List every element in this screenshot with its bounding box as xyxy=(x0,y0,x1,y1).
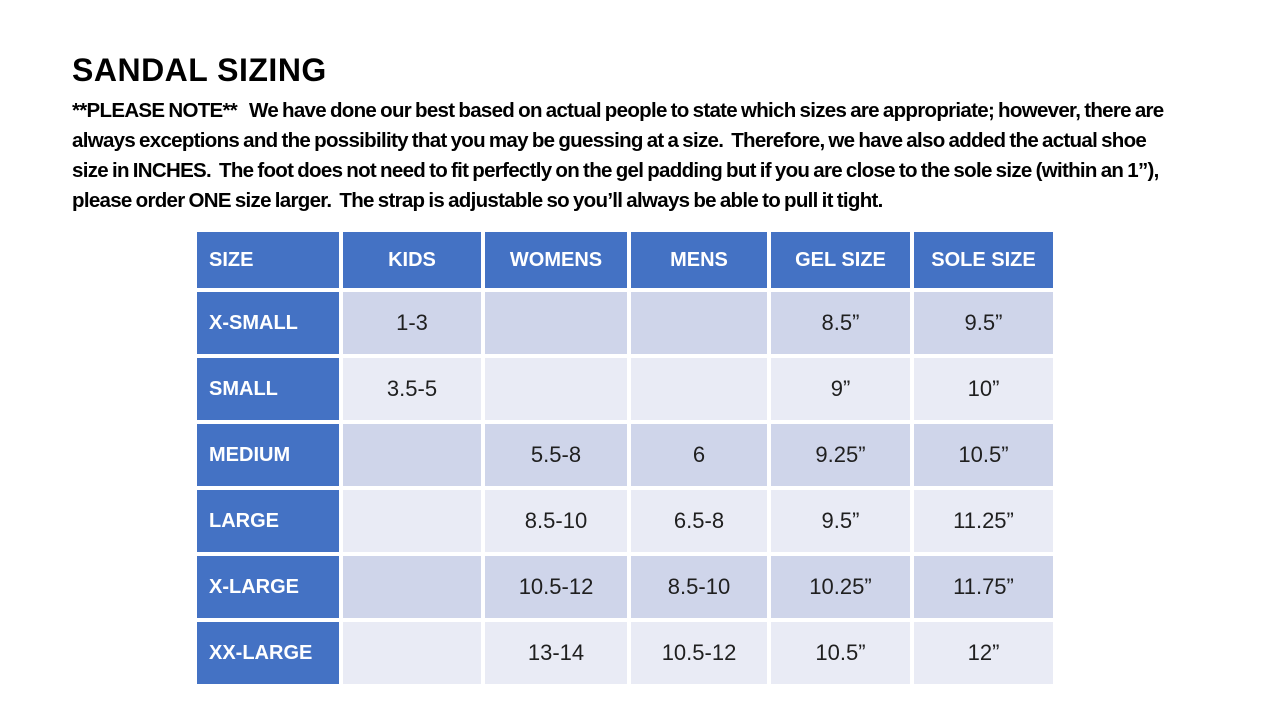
header-cell-gel-size: GEL SIZE xyxy=(771,232,910,288)
cell-kids xyxy=(343,622,481,684)
row-label: XX-LARGE xyxy=(197,622,339,684)
cell-womens xyxy=(485,358,627,420)
note-line: size in INCHES. The foot does not need t… xyxy=(72,159,1159,182)
cell-sole: 9.5” xyxy=(914,292,1053,354)
cell-kids xyxy=(343,556,481,618)
cell-kids xyxy=(343,424,481,486)
note-line: please order ONE size larger. The strap … xyxy=(72,189,883,212)
row-label: X-LARGE xyxy=(197,556,339,618)
cell-kids: 1-3 xyxy=(343,292,481,354)
cell-womens: 5.5-8 xyxy=(485,424,627,486)
cell-gel: 9” xyxy=(771,358,910,420)
cell-gel: 9.5” xyxy=(771,490,910,552)
cell-kids xyxy=(343,490,481,552)
header-cell-kids: KIDS xyxy=(343,232,481,288)
cell-mens: 10.5-12 xyxy=(631,622,767,684)
note-line: always exceptions and the possibility th… xyxy=(72,129,1147,152)
cell-sole: 11.75” xyxy=(914,556,1053,618)
cell-sole: 10.5” xyxy=(914,424,1053,486)
header-cell-size: SIZE xyxy=(197,232,339,288)
note-line: **PLEASE NOTE** We have done our best ba… xyxy=(72,99,1164,122)
header-cell-womens: WOMENS xyxy=(485,232,627,288)
header-cell-mens: MENS xyxy=(631,232,767,288)
row-label: MEDIUM xyxy=(197,424,339,486)
cell-gel: 9.25” xyxy=(771,424,910,486)
cell-womens: 13-14 xyxy=(485,622,627,684)
cell-kids: 3.5-5 xyxy=(343,358,481,420)
row-label: SMALL xyxy=(197,358,339,420)
header-cell-sole-size: SOLE SIZE xyxy=(914,232,1053,288)
cell-gel: 10.25” xyxy=(771,556,910,618)
row-label: LARGE xyxy=(197,490,339,552)
cell-mens xyxy=(631,292,767,354)
row-label: X-SMALL xyxy=(197,292,339,354)
cell-womens xyxy=(485,292,627,354)
cell-mens xyxy=(631,358,767,420)
cell-mens: 6 xyxy=(631,424,767,486)
sizing-table: SIZE KIDS WOMENS MENS GEL SIZE SOLE SIZE… xyxy=(197,232,1053,684)
cell-mens: 8.5-10 xyxy=(631,556,767,618)
cell-sole: 12” xyxy=(914,622,1053,684)
cell-mens: 6.5-8 xyxy=(631,490,767,552)
cell-sole: 10” xyxy=(914,358,1053,420)
cell-womens: 8.5-10 xyxy=(485,490,627,552)
cell-sole: 11.25” xyxy=(914,490,1053,552)
page-title: SANDAL SIZING xyxy=(72,52,327,88)
cell-gel: 10.5” xyxy=(771,622,910,684)
note-paragraph: **PLEASE NOTE** We have done our best ba… xyxy=(72,96,1212,216)
cell-gel: 8.5” xyxy=(771,292,910,354)
cell-womens: 10.5-12 xyxy=(485,556,627,618)
